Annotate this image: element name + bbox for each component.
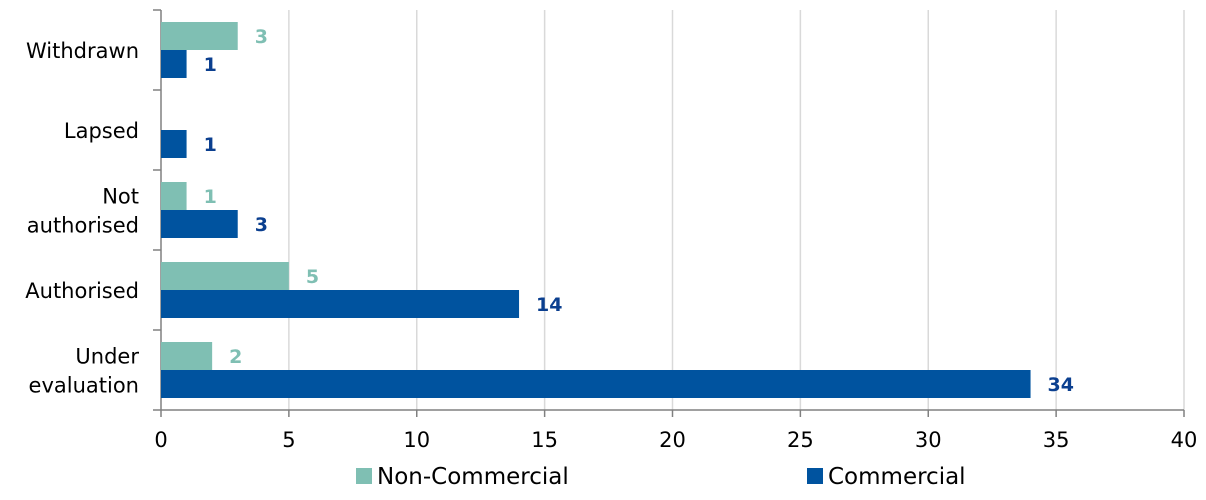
x-tick-label: 5 bbox=[282, 428, 295, 452]
category-label: Under bbox=[75, 345, 139, 369]
legend-label: Commercial bbox=[828, 464, 966, 490]
category-label: Authorised bbox=[25, 279, 139, 303]
x-tick-label: 30 bbox=[915, 428, 942, 452]
category-label: Not bbox=[102, 185, 139, 209]
data-label: 1 bbox=[204, 134, 217, 156]
category-label: Withdrawn bbox=[26, 39, 139, 63]
category-label: authorised bbox=[27, 214, 139, 238]
data-label: 14 bbox=[536, 294, 562, 316]
x-tick-label: 0 bbox=[154, 428, 167, 452]
legend-swatch bbox=[356, 468, 372, 484]
x-tick-label: 20 bbox=[659, 428, 686, 452]
bar-non-commercial bbox=[161, 342, 213, 370]
bar-commercial bbox=[161, 130, 187, 158]
x-tick-label: 10 bbox=[403, 428, 430, 452]
x-tick-label: 25 bbox=[787, 428, 814, 452]
data-label: 3 bbox=[255, 214, 268, 236]
data-label: 34 bbox=[1048, 374, 1074, 396]
bar-commercial bbox=[161, 370, 1031, 398]
data-label: 5 bbox=[306, 266, 319, 288]
data-label: 1 bbox=[204, 186, 217, 208]
data-label: 3 bbox=[255, 26, 268, 48]
bar-commercial bbox=[161, 50, 187, 78]
bar-commercial bbox=[161, 210, 238, 238]
bar-non-commercial bbox=[161, 262, 289, 290]
category-label: Lapsed bbox=[64, 119, 139, 143]
data-label: 1 bbox=[204, 54, 217, 76]
bar-non-commercial bbox=[161, 22, 238, 50]
legend-label: Non-Commercial bbox=[377, 464, 569, 490]
legend-swatch bbox=[807, 468, 823, 484]
category-label: evaluation bbox=[29, 374, 139, 398]
bar-commercial bbox=[161, 290, 520, 318]
x-tick-label: 35 bbox=[1043, 428, 1070, 452]
data-label: 2 bbox=[229, 346, 242, 368]
bar-non-commercial bbox=[161, 182, 187, 210]
x-tick-label: 15 bbox=[531, 428, 558, 452]
x-tick-label: 40 bbox=[1171, 428, 1198, 452]
